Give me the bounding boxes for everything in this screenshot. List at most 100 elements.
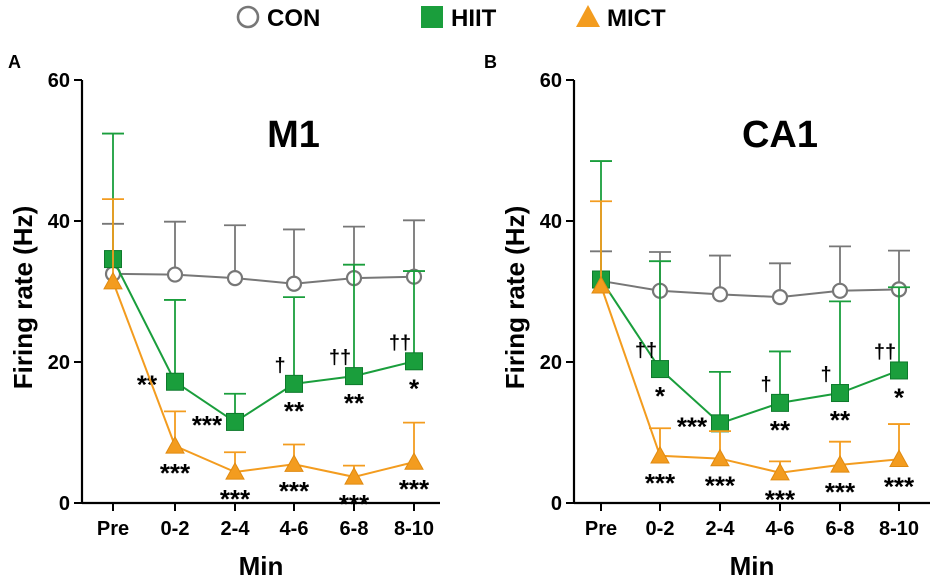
- data-point-con: [711, 286, 729, 303]
- series-con: [102, 219, 425, 292]
- data-point-mict: [710, 448, 730, 467]
- significance-star: **: [770, 415, 791, 445]
- data-point-hiit: [771, 393, 789, 412]
- data-point-con: [831, 282, 849, 299]
- y-tick-label: 60: [540, 70, 562, 92]
- legend-label-hiit: HIIT: [451, 5, 497, 32]
- data-point-hiit: [651, 360, 669, 379]
- chart-title: CA1: [742, 114, 818, 156]
- data-point-mict: [344, 466, 364, 485]
- data-point-hiit: [166, 372, 184, 391]
- y-tick-label: 0: [551, 493, 562, 515]
- panel-ca1: B CA1 0 20 40 60 Pre 0-2 2-4 4-6 6-8 8-10 Min Firing …: [484, 52, 930, 581]
- data-point-hiit: [226, 412, 244, 431]
- significance-star: **: [830, 405, 851, 435]
- significance-dagger: ††: [329, 347, 351, 369]
- data-point-con: [771, 289, 789, 306]
- series-line-mict: [112, 281, 415, 478]
- data-point-hiit: [285, 374, 303, 393]
- series-hiit: **** ** ***††† †††: [590, 160, 910, 445]
- significance-star: ***: [825, 477, 856, 507]
- x-tick-label: 8-10: [394, 518, 434, 540]
- x-tick-label: 4-6: [766, 518, 795, 540]
- y-tick-label: 40: [540, 211, 562, 233]
- significance-dagger: †: [274, 355, 285, 377]
- data-point-hiit: [890, 361, 908, 380]
- legend-marker-con: [236, 5, 260, 29]
- significance-star: **: [284, 396, 305, 426]
- legend-label-mict: MICT: [607, 5, 666, 32]
- legend: CON HIIT MICT: [236, 5, 666, 32]
- series-con: [590, 245, 910, 306]
- series-hiit: ***** ** ** *† ††††: [102, 132, 425, 440]
- y-tick-label: 20: [540, 352, 562, 374]
- significance-star: *: [655, 381, 666, 411]
- significance-star: ***: [884, 471, 915, 501]
- data-point-mict: [889, 449, 909, 467]
- legend-item-con: CON: [236, 5, 320, 32]
- data-point-con: [285, 275, 303, 292]
- series-line-con: [112, 272, 415, 285]
- x-tick-label: 4-6: [280, 518, 309, 540]
- significance-dagger: †: [820, 364, 831, 386]
- data-point-mict: [591, 275, 611, 294]
- data-point-mict: [225, 461, 245, 480]
- data-point-hiit: [405, 352, 423, 371]
- data-point-mict: [165, 435, 185, 454]
- x-tick-label: Pre: [585, 518, 617, 540]
- data-point-mict: [284, 454, 304, 472]
- significance-star: ***: [765, 485, 796, 515]
- significance-star: ***: [645, 468, 676, 498]
- x-tick-label: 6-8: [340, 518, 369, 540]
- panel-label: A: [8, 52, 21, 72]
- y-tick-label: 0: [59, 493, 70, 515]
- data-point-mict: [103, 271, 123, 290]
- legend-item-hiit: HIIT: [421, 5, 497, 32]
- significance-star: ***: [160, 458, 191, 488]
- y-axis-label: Firing rate (Hz): [8, 206, 38, 389]
- x-tick-label: Pre: [97, 518, 129, 540]
- y-tick-label: 60: [48, 70, 70, 92]
- legend-marker-hiit: [421, 6, 443, 28]
- significance-dagger: ††: [389, 332, 411, 354]
- significance-star: ***: [677, 411, 708, 441]
- legend-label-con: CON: [267, 5, 320, 32]
- data-point-mict: [770, 462, 790, 481]
- significance-star: **: [344, 388, 365, 418]
- significance-star: ***: [399, 474, 430, 504]
- data-point-con: [166, 266, 184, 283]
- data-point-hiit: [831, 384, 849, 403]
- significance-star: ***: [279, 476, 310, 506]
- legend-item-mict: MICT: [576, 5, 666, 32]
- x-axis-label: Min: [730, 551, 775, 581]
- x-tick-label: 8-10: [879, 518, 919, 540]
- significance-dagger: ††: [635, 340, 657, 362]
- legend-marker-mict: [576, 5, 600, 27]
- data-point-con: [226, 270, 244, 287]
- significance-star: ***: [339, 489, 370, 519]
- y-tick-label: 20: [48, 352, 70, 374]
- data-point-hiit: [345, 367, 363, 386]
- data-point-mict: [650, 445, 670, 464]
- y-tick-label: 40: [48, 211, 70, 233]
- series-line-mict: [600, 285, 900, 474]
- x-tick-label: 0-2: [161, 518, 190, 540]
- data-point-hiit: [711, 414, 729, 433]
- x-tick-label: 0-2: [646, 518, 675, 540]
- series-line-hiit: [112, 258, 415, 424]
- significance-star: *: [409, 373, 420, 403]
- x-tick-label: 6-8: [826, 518, 855, 540]
- significance-star: ***: [192, 410, 223, 440]
- y-axis-label: Firing rate (Hz): [500, 206, 530, 389]
- data-point-mict: [830, 454, 850, 473]
- series-line-hiit: [600, 278, 900, 425]
- series-mict: ***************: [590, 200, 915, 515]
- significance-dagger: †: [760, 374, 771, 396]
- x-axis-label: Min: [239, 551, 284, 581]
- significance-dagger: ††: [874, 341, 896, 363]
- significance-star: ***: [705, 471, 736, 501]
- x-tick-label: 2-4: [221, 518, 251, 540]
- series-line-con: [600, 279, 900, 299]
- significance-star: *: [894, 382, 905, 412]
